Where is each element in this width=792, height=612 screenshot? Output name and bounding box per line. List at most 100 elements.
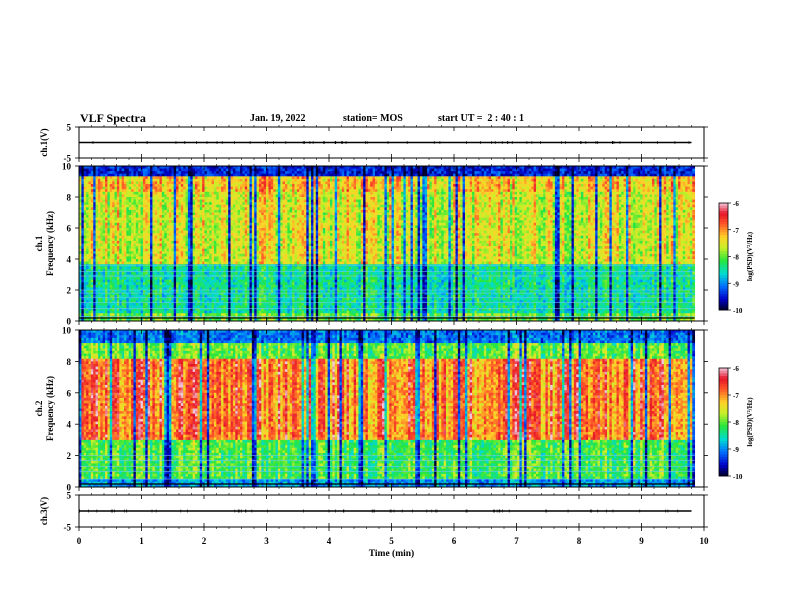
ch1-waveform-panel: 5-5ch.1(V) [39,123,708,164]
spectrogram-cell [169,169,172,172]
spectrogram-cell [148,176,151,179]
spectrogram-cell [354,171,357,174]
spectrogram-cell [690,169,693,172]
spectrogram-cell [283,179,286,182]
spectrogram-cell [88,182,91,185]
spectrogram-cell [676,176,679,179]
spectrogram-cell [84,174,87,177]
spectrogram-cell [207,179,210,182]
spectrogram-cell [98,182,101,185]
spectrogram-cell [387,171,390,174]
spectrogram-cell [498,179,501,182]
spectrogram-cell [186,174,189,177]
spectrogram-cell [136,182,139,185]
spectrogram-cell [550,179,553,182]
spectrogram-cell [117,179,120,182]
spectrogram-cell [328,176,331,179]
spectrogram-cell [366,174,369,177]
spectrogram-cell [619,176,622,179]
spectrogram-cell [614,174,617,177]
spectrogram-cell [517,171,520,174]
spectrogram-cell [264,171,267,174]
spectrogram-cell [228,179,231,182]
spectrogram-cell [160,176,163,179]
spectrogram-cell [162,182,165,185]
spectrogram-cell [86,182,89,185]
spectrogram-cell [337,171,340,174]
spectrogram-cell [474,179,477,182]
spectrogram-cell [489,174,492,177]
spectrogram-cell [209,174,212,177]
spectrogram-cell [581,179,584,182]
spectrogram-cell [370,182,373,185]
spectrogram-cell [190,174,193,177]
spectrogram-cell [212,169,215,172]
spectrogram-cell [510,171,513,174]
spectrogram-cell [157,169,160,172]
spectrogram-cell [366,176,369,179]
spectrogram-cell [313,169,316,172]
spectrogram-cell [583,171,586,174]
spectrogram-cell [626,179,629,182]
spectrogram-cell [479,171,482,174]
spectrogram-cell [88,174,91,177]
spectrogram-cell [531,171,534,174]
spectrogram-cell [252,171,255,174]
spectrogram-cell [491,171,494,174]
spectrogram-cell [129,179,132,182]
spectrogram-cell [640,176,643,179]
spectrogram-cell [448,171,451,174]
spectrogram-cell [223,174,226,177]
spectrogram-cell [276,182,279,185]
spectrogram-cell [434,176,437,179]
spectrogram-cell [337,174,340,177]
spectrogram-cell [351,176,354,179]
spectrogram-cell [138,171,141,174]
spectrogram-cell [527,171,530,174]
spectrogram-cell [290,174,293,177]
spectrogram-cell [287,176,290,179]
spectrogram-cell [233,182,236,185]
spectrogram-cell [138,182,141,185]
spectrogram-cell [375,174,378,177]
spectrogram-cell [174,182,177,185]
spectrogram-cell [119,174,122,177]
spectrogram-cell [496,169,499,172]
spectrogram-cell [380,174,383,177]
spectrogram-cell [633,174,636,177]
spectrogram-cell [216,169,219,172]
spectrogram-cell [415,169,418,172]
spectrogram-cell [186,169,189,172]
spectrogram-cell [581,174,584,177]
spectrogram-cell [280,182,283,185]
spectrogram-cell [576,169,579,172]
spectrogram-cell [216,174,219,177]
spectrogram-cell [226,176,229,179]
spectrogram-cell [432,182,435,185]
spectrogram-cell [252,176,255,179]
spectrogram-cell [600,174,603,177]
spectrogram-cell [283,171,286,174]
spectrogram-cell [126,179,129,182]
spectrogram-cell [638,176,641,179]
spectrogram-cell [283,174,286,177]
spectrogram-cell [564,171,567,174]
spectrogram-cell [342,182,345,185]
spectrogram-cell [437,169,440,172]
spectrogram-cell [413,176,416,179]
spectrogram-cell [396,182,399,185]
spectrogram-cell [408,179,411,182]
spectrogram-cell [176,174,179,177]
spectrogram-cell [522,171,525,174]
spectrogram-cell [548,179,551,182]
spectrogram-cell [306,169,309,172]
spectrogram-cell [555,179,558,182]
spectrogram-cell [434,169,437,172]
spectrogram-cell [157,182,160,185]
spectrogram-cell [692,174,695,177]
spectrogram-cell [643,179,646,182]
spectrogram-cell [616,176,619,179]
spectrogram-cell [112,169,115,172]
spectrogram-cell [657,179,660,182]
spectrogram-cell [389,179,392,182]
